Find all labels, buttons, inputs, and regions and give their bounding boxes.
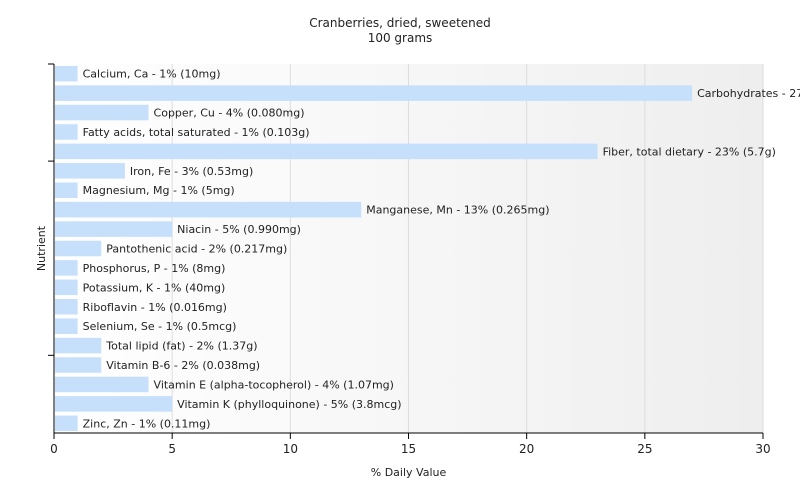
bar-label: Phosphorus, P - 1% (8mg) <box>83 262 226 275</box>
bar-label: Potassium, K - 1% (40mg) <box>83 281 226 294</box>
bar <box>55 104 149 121</box>
bar-label: Zinc, Zn - 1% (0.11mg) <box>83 417 211 430</box>
x-axis-title: % Daily Value <box>371 466 447 479</box>
bar <box>55 415 78 432</box>
chart-title-block: Cranberries, dried, sweetened 100 grams <box>0 16 800 46</box>
bar-label: Fatty acids, total saturated - 1% (0.103… <box>83 126 310 139</box>
bars: Calcium, Ca - 1% (10mg) Carbohydrates - 2… <box>55 65 800 432</box>
bar <box>55 182 78 199</box>
chart-subtitle: 100 grams <box>367 31 433 45</box>
bar-label: Magnesium, Mg - 1% (5mg) <box>83 184 235 197</box>
x-tick-label: 15 <box>401 442 416 456</box>
bar <box>55 376 149 393</box>
x-tick-label: 30 <box>755 442 770 456</box>
x-tick-label: 20 <box>519 442 534 456</box>
bar <box>55 163 125 179</box>
bar-label: Carbohydrates - 27% (82.36g) <box>697 87 800 100</box>
bar <box>55 318 78 334</box>
bar-label: Fiber, total dietary - 23% (5.7g) <box>603 145 776 158</box>
bar-label: Manganese, Mn - 13% (0.265mg) <box>366 204 549 217</box>
bar <box>55 279 78 296</box>
x-tick-label: 0 <box>50 442 58 456</box>
bar-label: Calcium, Ca - 1% (10mg) <box>83 68 221 81</box>
bar <box>55 357 102 373</box>
bar-label: Vitamin B-6 - 2% (0.038mg) <box>106 359 260 372</box>
x-tick-label: 5 <box>168 442 176 456</box>
bar <box>55 201 362 218</box>
bar <box>55 65 78 82</box>
bar-label: Total lipid (fat) - 2% (1.37g) <box>105 340 257 353</box>
bar <box>55 260 78 276</box>
y-axis-title: Nutrient <box>35 225 48 271</box>
bar <box>55 240 102 257</box>
bar-label: Niacin - 5% (0.990mg) <box>177 223 301 236</box>
bar <box>55 143 598 160</box>
bar-label: Iron, Fe - 3% (0.53mg) <box>130 165 253 178</box>
bar <box>55 221 173 237</box>
bar-label: Selenium, Se - 1% (0.5mcg) <box>83 320 237 333</box>
bar <box>55 298 78 315</box>
x-tick-label: 25 <box>637 442 652 456</box>
bar-label: Pantothenic acid - 2% (0.217mg) <box>106 243 287 256</box>
bar <box>55 396 173 412</box>
chart-title: Cranberries, dried, sweetened <box>309 16 491 30</box>
bar <box>55 337 102 354</box>
bar <box>55 124 78 140</box>
x-tick-label: 10 <box>283 442 298 456</box>
bar-label: Riboflavin - 1% (0.016mg) <box>83 301 227 314</box>
bar-label: Vitamin K (phylloquinone) - 5% (3.8mcg) <box>177 398 401 411</box>
axes: 0 5 10 15 20 25 30 <box>48 63 771 456</box>
bar-label: Copper, Cu - 4% (0.080mg) <box>154 107 305 120</box>
bar-label: Vitamin E (alpha-tocopherol) - 4% (1.07m… <box>154 378 394 391</box>
grid-lines <box>171 64 764 433</box>
bar <box>55 85 693 101</box>
